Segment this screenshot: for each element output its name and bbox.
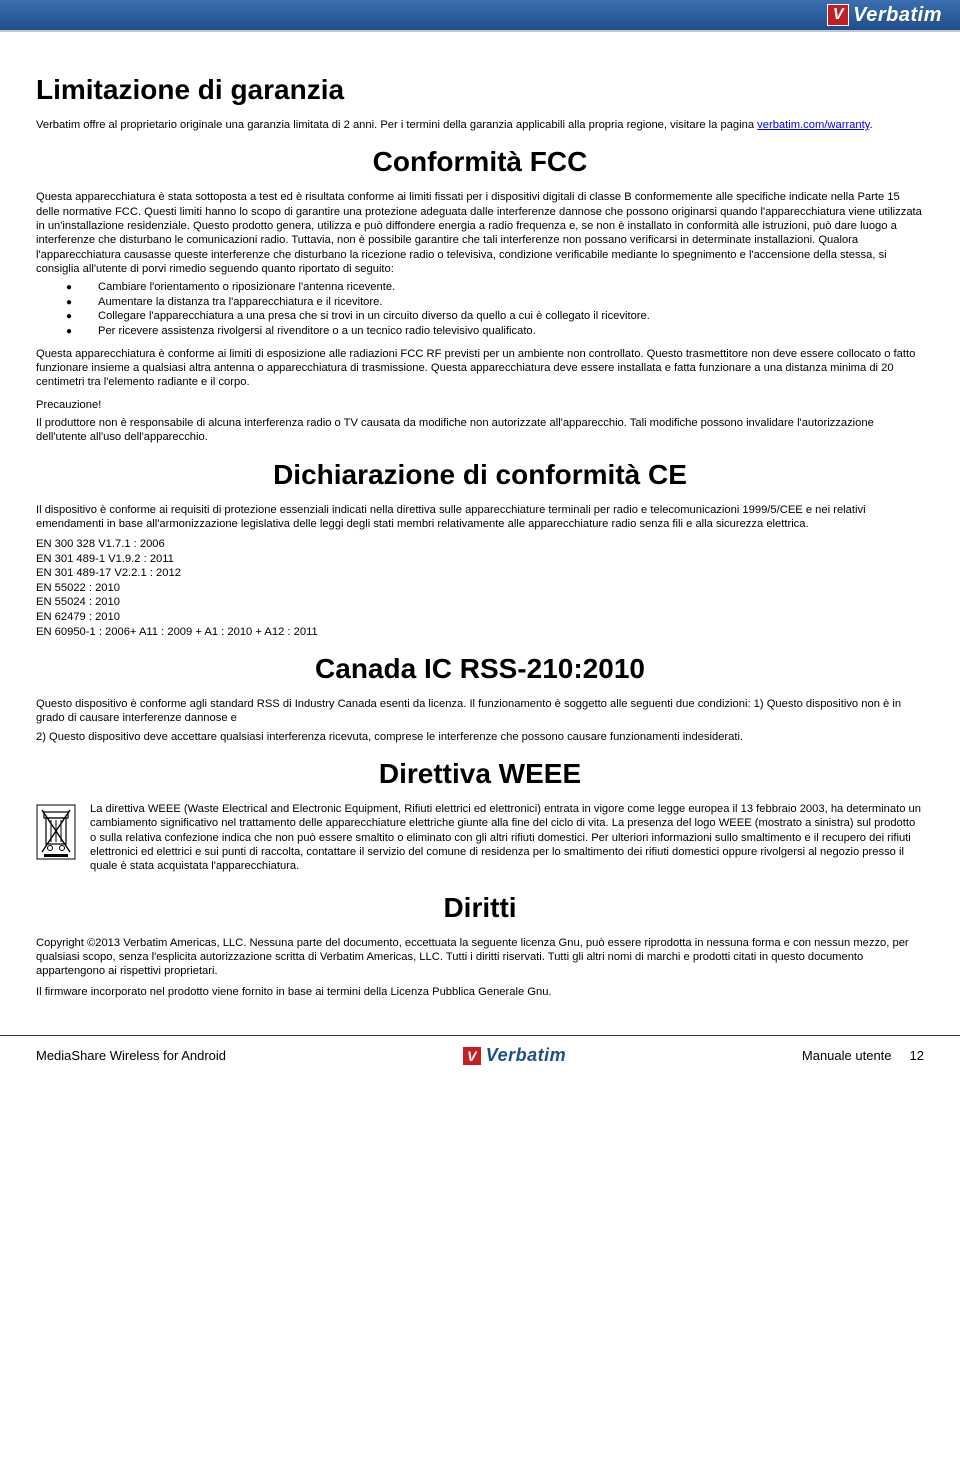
fcc-heading: Conformità FCC (36, 146, 924, 178)
ce-standard: EN 55022 : 2010 (36, 581, 924, 596)
ce-para: Il dispositivo è conforme ai requisiti d… (36, 503, 924, 532)
footer-brand-text: Verbatim (486, 1045, 566, 1066)
ce-standard: EN 300 328 V1.7.1 : 2006 (36, 537, 924, 552)
brand-v-icon: V (827, 4, 849, 26)
footer-page-number: 12 (910, 1048, 924, 1063)
fcc-caution-label: Precauzione! (36, 398, 924, 412)
fcc-para1: Questa apparecchiatura è stata sottopost… (36, 190, 924, 276)
top-banner: V Verbatim (0, 0, 960, 32)
warranty-heading: Limitazione di garanzia (36, 74, 924, 106)
fcc-para2: Questa apparecchiatura è conforme ai lim… (36, 347, 924, 390)
warranty-link[interactable]: verbatim.com/warranty (757, 119, 869, 131)
footer-brand: V Verbatim (462, 1045, 566, 1066)
brand-text: Verbatim (853, 4, 942, 27)
ce-standard: EN 62479 : 2010 (36, 610, 924, 625)
ce-heading: Dichiarazione di conformità CE (36, 459, 924, 491)
weee-para: La direttiva WEEE (Waste Electrical and … (90, 802, 924, 874)
rights-heading: Diritti (36, 892, 924, 924)
fcc-bullet: Per ricevere assistenza rivolgersi al ri… (36, 324, 924, 339)
footer-v-icon: V (462, 1046, 482, 1066)
footer-label: Manuale utente (802, 1048, 892, 1063)
ce-standard: EN 301 489-17 V2.2.1 : 2012 (36, 566, 924, 581)
fcc-bullet: Collegare l'apparecchiatura a una presa … (36, 309, 924, 324)
footer-right: Manuale utente 12 (802, 1048, 924, 1063)
weee-bin-icon (36, 804, 80, 865)
canada-para2: 2) Questo dispositivo deve accettare qua… (36, 730, 924, 744)
fcc-caution: Il produttore non è responsabile di alcu… (36, 416, 924, 445)
ce-standard: EN 60950-1 : 2006+ A11 : 2009 + A1 : 201… (36, 625, 924, 640)
page-footer: MediaShare Wireless for Android V Verbat… (0, 1035, 960, 1075)
warranty-text: Verbatim offre al proprietario originale… (36, 119, 757, 131)
canada-para: Questo dispositivo è conforme agli stand… (36, 697, 924, 726)
ce-standards: EN 300 328 V1.7.1 : 2006 EN 301 489-1 V1… (36, 537, 924, 639)
fcc-bullets: Cambiare l'orientamento o riposizionare … (36, 280, 924, 338)
brand-badge: V Verbatim (827, 4, 942, 27)
page-content: Limitazione di garanzia Verbatim offre a… (0, 32, 960, 1013)
weee-heading: Direttiva WEEE (36, 758, 924, 790)
canada-heading: Canada IC RSS-210:2010 (36, 653, 924, 685)
rights-para1: Copyright ©2013 Verbatim Americas, LLC. … (36, 936, 924, 979)
fcc-bullet: Cambiare l'orientamento o riposizionare … (36, 280, 924, 295)
fcc-bullet: Aumentare la distanza tra l'apparecchiat… (36, 295, 924, 310)
rights-para2: Il firmware incorporato nel prodotto vie… (36, 985, 924, 999)
weee-row: La direttiva WEEE (Waste Electrical and … (36, 802, 924, 878)
footer-left: MediaShare Wireless for Android (36, 1048, 226, 1063)
ce-standard: EN 55024 : 2010 (36, 595, 924, 610)
ce-standard: EN 301 489-1 V1.9.2 : 2011 (36, 552, 924, 567)
warranty-paragraph: Verbatim offre al proprietario originale… (36, 118, 924, 132)
